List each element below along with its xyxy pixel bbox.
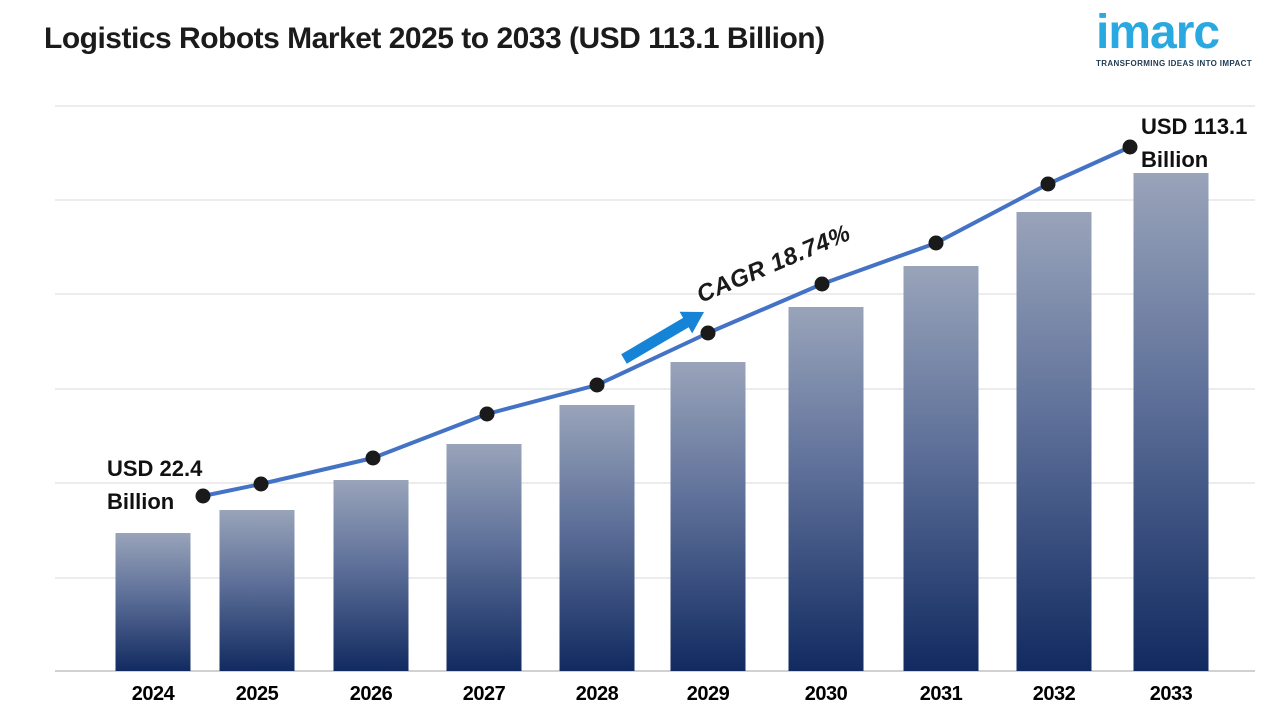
x-tick-label-2033: 2033 — [1150, 683, 1193, 705]
data-point-marker-2025 — [253, 476, 269, 492]
bar-2033 — [1133, 173, 1209, 671]
data-point-marker-2024 — [195, 488, 211, 504]
bar-2029 — [670, 362, 746, 671]
bar-2032 — [1016, 212, 1092, 671]
data-point-marker-2027 — [479, 406, 495, 422]
growth-arrow-icon — [621, 311, 704, 364]
x-tick-label-2028: 2028 — [576, 683, 619, 705]
x-tick-label-2027: 2027 — [463, 683, 506, 705]
imarc-logo: imarc TRANSFORMING IDEAS INTO IMPACT — [1096, 6, 1260, 69]
bar-2026 — [333, 480, 409, 671]
x-tick-label-2032: 2032 — [1033, 683, 1076, 705]
x-tick-label-2026: 2026 — [350, 683, 393, 705]
bar-2030 — [788, 307, 864, 671]
x-tick-label-2029: 2029 — [687, 683, 730, 705]
bar-2024 — [115, 533, 191, 671]
data-point-marker-2030 — [814, 276, 830, 292]
x-tick-label-2031: 2031 — [920, 683, 963, 705]
imarc-logo-wordmark: imarc — [1096, 6, 1220, 59]
data-point-marker-2029 — [700, 325, 716, 341]
cagr-label: CAGR 18.74% — [693, 219, 855, 308]
data-point-marker-2031 — [928, 235, 944, 251]
bar-2025 — [219, 510, 295, 671]
data-point-marker-2033 — [1122, 139, 1138, 155]
x-tick-label-2024: 2024 — [132, 683, 176, 705]
bar-2031 — [903, 266, 979, 671]
data-point-marker-2028 — [589, 377, 605, 393]
trend-line — [201, 145, 1132, 498]
start-value-label: USD 22.4 Billion — [107, 456, 203, 514]
imarc-logo-tagline: TRANSFORMING IDEAS INTO IMPACT — [1096, 59, 1252, 69]
page-title: Logistics Robots Market 2025 to 2033 (US… — [44, 22, 825, 55]
data-point-marker-2026 — [365, 450, 381, 466]
data-point-marker-2032 — [1040, 176, 1056, 192]
bar-2027 — [446, 444, 522, 671]
end-value-label: USD 113.1 Billion — [1141, 114, 1248, 172]
x-tick-label-2030: 2030 — [805, 683, 848, 705]
x-tick-label-2025: 2025 — [236, 683, 279, 705]
bar-2028 — [559, 405, 635, 671]
